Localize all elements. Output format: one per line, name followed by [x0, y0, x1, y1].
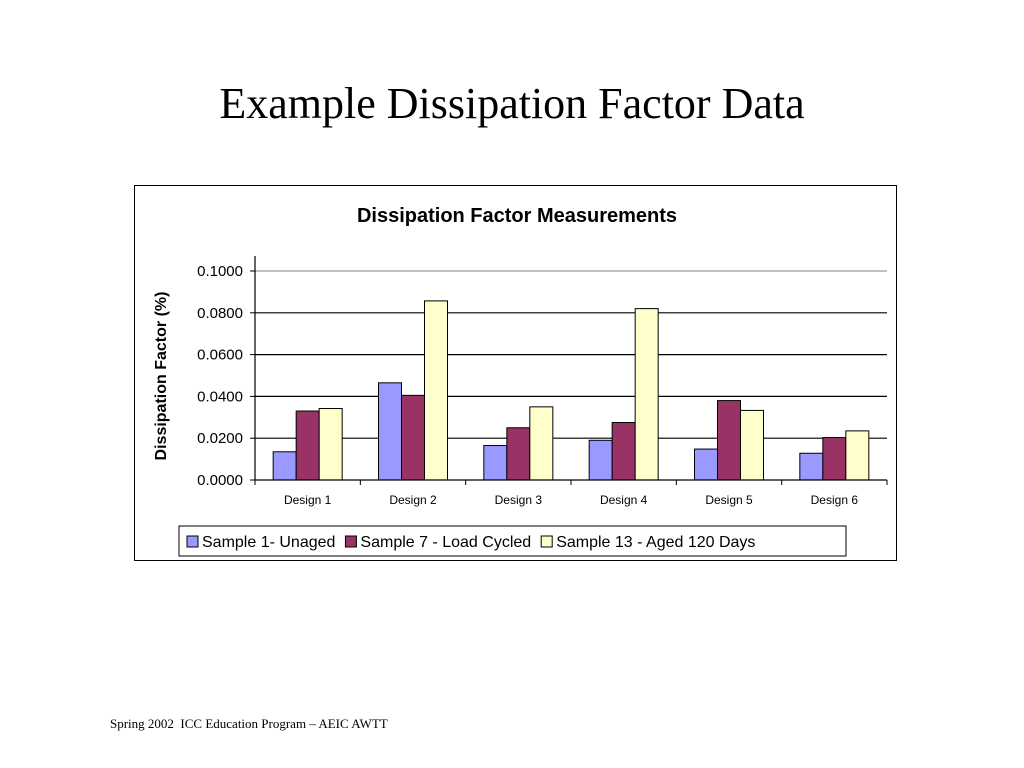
bar: [694, 448, 718, 481]
slide-title: Example Dissipation Factor Data: [219, 79, 805, 128]
slide-footer: Spring 2002 ICC Education Program – AEIC…: [110, 716, 388, 731]
bar: [634, 308, 659, 481]
bar: [401, 394, 425, 481]
bar: [799, 452, 824, 481]
legend-swatch: [186, 535, 199, 548]
bars: [272, 300, 870, 481]
y-tick-label: 0.0000: [197, 472, 243, 489]
dissipation-factor-chart: Dissipation Factor Measurements Dissipat…: [153, 205, 888, 557]
y-axis-title: Dissipation Factor (%): [153, 292, 170, 461]
axes: 0.0000 0.0200 0.0400 0.0600 0.0800 0.1000 Desi…: [197, 256, 888, 507]
bar: [845, 430, 870, 481]
legend-label: Sample 7 - Load Cycled: [360, 534, 531, 551]
bar: [272, 451, 297, 481]
y-tick-label: 0.0600: [197, 347, 243, 364]
legend: Sample 1- Unaged Sample 7 - Load Cycled Sa…: [178, 525, 847, 557]
x-tick-label: Design 5: [705, 493, 753, 507]
gridlines: [255, 270, 887, 439]
bar: [717, 400, 741, 481]
legend-swatch: [344, 535, 357, 548]
x-tick-label: Design 1: [284, 493, 332, 507]
y-tick-label: 0.0200: [197, 430, 243, 447]
legend-box: [178, 525, 847, 557]
chart-title: Dissipation Factor Measurements: [357, 205, 677, 227]
bar: [611, 422, 636, 481]
bar: [588, 439, 613, 481]
chart-frame: Dissipation Factor Measurements Dissipat…: [134, 185, 897, 561]
bar: [529, 406, 554, 481]
bar: [295, 410, 320, 481]
bar: [740, 409, 764, 481]
bar: [506, 427, 531, 481]
bar: [318, 408, 343, 481]
y-tick-label: 0.0400: [197, 388, 243, 405]
bar: [424, 300, 448, 481]
bar: [483, 445, 508, 481]
y-tick-label: 0.1000: [197, 263, 243, 280]
legend-label: Sample 1- Unaged: [202, 534, 335, 551]
legend-swatch: [540, 535, 553, 548]
x-tick-label: Design 2: [389, 493, 437, 507]
y-tick-label: 0.0800: [197, 305, 243, 322]
bar: [378, 382, 402, 481]
bar: [822, 437, 847, 481]
legend-label: Sample 13 - Aged 120 Days: [556, 534, 755, 551]
x-tick-label: Design 3: [495, 493, 543, 507]
x-tick-label: Design 6: [811, 493, 859, 507]
x-tick-label: Design 4: [600, 493, 648, 507]
